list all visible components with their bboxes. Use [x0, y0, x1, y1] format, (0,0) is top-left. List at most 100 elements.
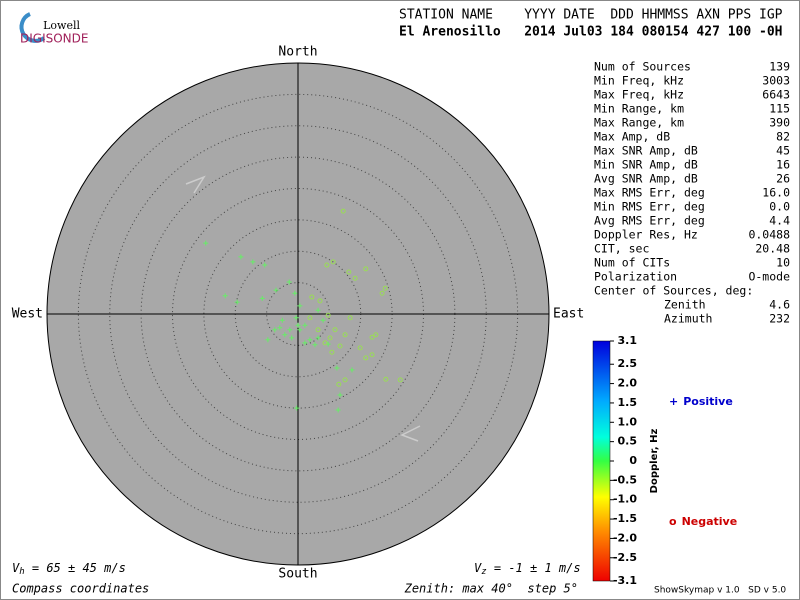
source-point — [329, 349, 335, 355]
source-point — [265, 337, 271, 343]
source-point — [379, 290, 385, 296]
source-point — [309, 294, 315, 300]
source-point — [322, 340, 328, 346]
compass-label: South — [278, 567, 317, 582]
stat-label: Num of CITs — [594, 256, 670, 270]
center-title: Center of Sources, deg: — [594, 284, 753, 298]
source-point — [293, 315, 299, 321]
source-point — [383, 376, 389, 382]
colorbar-label: Doppler, Hz — [649, 429, 660, 494]
source-point — [307, 337, 313, 343]
source-point — [346, 269, 352, 275]
stat-value: 16.0 — [762, 186, 790, 200]
source-point — [315, 327, 321, 333]
source-point — [307, 315, 313, 321]
logo-bottom: DIGISONDE — [20, 32, 88, 46]
stat-value: O-mode — [748, 270, 790, 284]
stat-label: Avg RMS Err, deg — [594, 214, 705, 228]
stat-label: CIT, sec — [594, 242, 649, 256]
source-point — [342, 332, 348, 338]
source-point — [337, 343, 343, 349]
source-point — [295, 322, 301, 328]
vz: Vz = -1 ± 1 m/s — [474, 561, 581, 577]
source-point — [342, 377, 348, 383]
colorbar-tick-label: 3.1 — [618, 334, 638, 347]
source-point — [238, 254, 244, 260]
version: ShowSkymap v 1.0 SD v 5.0 — [654, 586, 786, 596]
stat-label: Min SNR Amp, dB — [594, 158, 698, 172]
colorbar-tick-label: -1.5 — [613, 512, 637, 525]
colorbar-tick-label: 0.5 — [618, 435, 638, 448]
arrow — [185, 175, 421, 442]
stat-value: 3003 — [762, 74, 790, 88]
source-point — [222, 293, 228, 299]
colorbar-tick-label: 1.5 — [618, 396, 638, 409]
colorbar-tick-label: 0 — [629, 454, 637, 467]
stat-label: Max Amp, dB — [594, 130, 670, 144]
compass-label: West — [12, 307, 43, 322]
stat-value: 4.6 — [769, 298, 790, 312]
stat-value: 139 — [769, 60, 790, 74]
source-point — [369, 352, 375, 358]
source-point — [297, 303, 303, 309]
source-point — [292, 290, 298, 296]
colorbar-tick-label: -2.0 — [613, 531, 637, 544]
stat-value: 20.48 — [755, 242, 790, 256]
stat-value: 26 — [776, 172, 790, 186]
source-point — [332, 327, 338, 333]
stat-label: Max RMS Err, deg — [594, 186, 705, 200]
source-point — [234, 299, 240, 305]
source-point — [325, 312, 331, 318]
compass-label: North — [278, 45, 317, 60]
stat-value: 6643 — [762, 88, 790, 102]
colorbar — [592, 340, 611, 582]
stat-value: 390 — [769, 116, 790, 130]
source-point — [272, 327, 278, 333]
stat-label: Azimuth — [664, 312, 712, 326]
source-point — [286, 279, 292, 285]
colorbar-tick-label: -2.5 — [613, 551, 637, 564]
legend-entry: o Negative — [669, 515, 737, 528]
stat-value: 0.0 — [769, 200, 790, 214]
source-point — [363, 266, 369, 272]
source-point — [294, 405, 300, 411]
coords-note: Compass coordinates — [12, 582, 149, 596]
stat-value: 16 — [776, 158, 790, 172]
source-point — [320, 317, 326, 323]
source-point — [279, 317, 285, 323]
source-point — [347, 315, 353, 321]
source-point — [373, 332, 379, 338]
colorbar-tick-label: 2.0 — [618, 377, 638, 390]
source-point — [324, 262, 330, 268]
stat-value: 45 — [776, 144, 790, 158]
stat-label: Min Range, km — [594, 102, 684, 116]
header-line: STATION NAME YYYY DATE DDD HHMMSS AXN PP… — [399, 8, 783, 23]
stat-label: Min Freq, kHz — [594, 74, 684, 88]
source-point — [382, 285, 388, 291]
logo-arc — [19, 12, 46, 43]
stat-label: Zenith — [664, 298, 706, 312]
source-point — [312, 342, 318, 348]
source-point — [315, 335, 321, 341]
logo-top: Lowell — [43, 19, 80, 32]
colorbar-tick-label: -0.5 — [613, 473, 637, 486]
stat-value: 0.0488 — [748, 228, 790, 242]
colorbar-tick-label: -1.0 — [613, 493, 637, 506]
source-point — [302, 340, 308, 346]
source-point — [250, 259, 256, 265]
stats-table: Num of Sources 139 Min Freq, kHz 3003 Max Fr… — [594, 60, 790, 326]
colorbar-tick-label: -3.1 — [613, 574, 637, 587]
vh: Vh = 65 ± 45 m/s — [12, 561, 126, 577]
source-point — [277, 325, 283, 331]
source-point — [363, 355, 369, 361]
stat-label: Max Range, km — [594, 116, 684, 130]
stat-value: 4.4 — [769, 214, 790, 228]
compass-label: East — [553, 307, 584, 322]
stat-value: 115 — [769, 102, 790, 116]
source-point — [369, 334, 375, 340]
stat-label: Polarization — [594, 270, 677, 284]
source-point — [337, 392, 343, 398]
stat-label: Max SNR Amp, dB — [594, 144, 698, 158]
source-point — [349, 367, 355, 373]
plot — [46, 62, 550, 566]
